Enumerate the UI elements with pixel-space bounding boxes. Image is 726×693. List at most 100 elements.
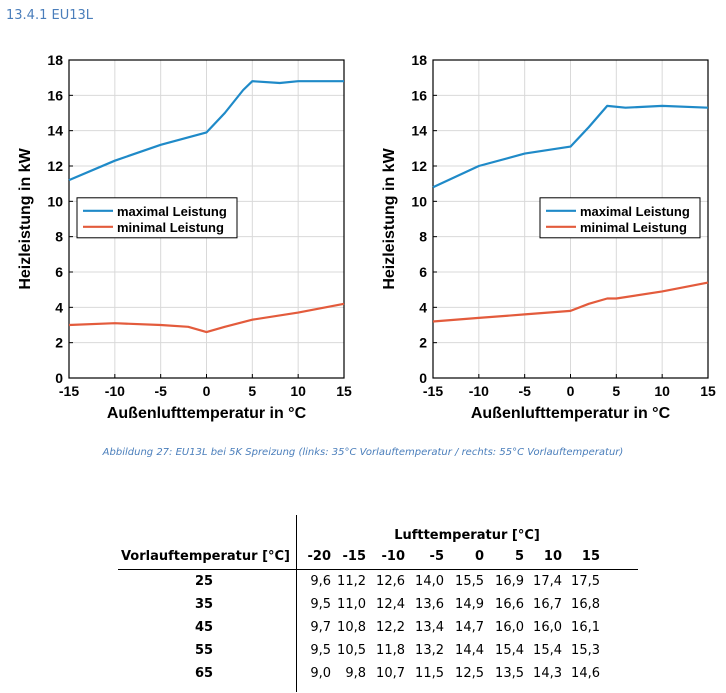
chart-0-ytick-label: 4: [55, 299, 63, 315]
chart-1-xtick-label: 5: [612, 383, 620, 399]
table-cell: 15,5: [455, 574, 484, 589]
table-column-header: 15: [581, 549, 600, 564]
table-header-row: Vorlauftemperatur [°C] -20 -15 -10 -5 0 5 10 15: [118, 547, 638, 570]
chart-0-series-line-min: [68, 302, 345, 334]
chart-1-xtick-label: -10: [469, 383, 489, 399]
table-cell: 16,1: [571, 620, 600, 635]
table-super-header: Lufttemperatur [°C]: [394, 528, 540, 543]
chart-1-xtick-label: 10: [654, 383, 670, 399]
table-column-header: -15: [342, 549, 367, 564]
table-cell: 14,3: [533, 666, 562, 681]
chart-1-x-axis-label: Außenlufttemperatur in °C: [471, 405, 671, 422]
table-row: 45 9,7 10,8 12,2 13,4 14,7 16,0 16,0 16,1: [118, 620, 638, 642]
table-cell: 9,8: [345, 666, 366, 681]
table-cell: 13,6: [415, 597, 444, 612]
table-cell: 11,2: [337, 574, 366, 589]
table-row: 35 9,5 11,0 12,4 13,6 14,9 16,6 16,7 16,8: [118, 597, 638, 619]
table-cell: 10,8: [337, 620, 366, 635]
chart-0-xtick-label: -5: [154, 383, 167, 399]
table-cell: 13,2: [415, 643, 444, 658]
chart-left: 0 2 4 6 8 10 12 14 16 18 -15 -10 -5 0 5 10 15 Außenluftte…: [14, 48, 364, 438]
chart-0-xtick-label: 5: [248, 383, 256, 399]
chart-0-xtick-label: -10: [105, 383, 125, 399]
chart-0-ytick-label: 16: [47, 87, 63, 103]
table-cell: 9,7: [310, 620, 331, 635]
table-cell: 10,5: [337, 643, 366, 658]
chart-1-series-line-min: [432, 281, 709, 323]
chart-0-xtick-label: 15: [336, 383, 352, 399]
table-row-label: 45: [194, 620, 214, 635]
table-cell: 15,4: [533, 643, 562, 658]
chart-1-ytick-label: 16: [411, 87, 427, 103]
table-cell: 12,2: [376, 620, 405, 635]
chart-1-ytick-label: 12: [411, 158, 427, 174]
table-column-header: -20: [307, 549, 332, 564]
table-column-header: 0: [474, 549, 484, 564]
table-cell: 14,6: [571, 666, 600, 681]
chart-1-ytick-label: 8: [419, 229, 427, 245]
chart-left-svg: 0 2 4 6 8 10 12 14 16 18 -15 -10 -5 0 5 10 15 Außenluftte…: [17, 52, 352, 422]
chart-1-xtick-label: -5: [518, 383, 531, 399]
chart-0-ytick-label: 18: [47, 52, 63, 68]
table-row-label: 65: [194, 666, 214, 681]
table-column-header: 5: [514, 549, 524, 564]
table-cell: 12,4: [376, 597, 405, 612]
table-cell: 17,4: [533, 574, 562, 589]
chart-1-xtick-label: 15: [700, 383, 716, 399]
chart-0-ytick-label: 2: [55, 335, 63, 351]
table-cell: 14,7: [455, 620, 484, 635]
chart-1-xtick-label: -15: [423, 383, 443, 399]
table-cell: 12,6: [376, 574, 405, 589]
table-cell: 14,4: [455, 643, 484, 658]
table-row-label: 55: [194, 643, 214, 658]
table-row-label: 25: [194, 574, 214, 589]
figure-caption: Abbildung 27: EU13L bei 5K Spreizung (li…: [102, 447, 624, 458]
chart-1-legend-label: maximal Leistung: [580, 204, 690, 219]
chart-0-x-axis-label: Außenlufttemperatur in °C: [107, 405, 307, 422]
table-cell: 13,4: [415, 620, 444, 635]
table-cell: 16,9: [495, 574, 524, 589]
table-cell: 9,6: [310, 574, 331, 589]
chart-1-ytick-label: 2: [419, 335, 427, 351]
chart-0-xtick-label: -15: [59, 383, 79, 399]
table-cell: 9,5: [310, 597, 331, 612]
table-cell: 13,5: [495, 666, 524, 681]
chart-0-ytick-label: 12: [47, 158, 63, 174]
table-cell: 10,7: [376, 666, 405, 681]
table-cell: 16,0: [495, 620, 524, 635]
chart-0-series-line-max: [68, 80, 344, 182]
section-heading: 13.4.1 EU13L: [6, 8, 93, 23]
chart-0-ytick-label: 0: [55, 370, 63, 386]
chart-0-legend-label: maximal Leistung: [117, 204, 227, 219]
table-cell: 16,0: [533, 620, 562, 635]
chart-1-ytick-label: 0: [419, 370, 427, 386]
table-cell: 15,3: [571, 643, 600, 658]
chart-0-legend-box: [76, 197, 238, 239]
table-cell: 15,4: [495, 643, 524, 658]
table-cell: 16,8: [571, 597, 600, 612]
table-cell: 16,6: [495, 597, 524, 612]
table-cell: 12,5: [455, 666, 484, 681]
table-column-header: 10: [543, 549, 562, 564]
chart-right-svg: 0 2 4 6 8 10 12 14 16 18 -15 -10 -5 0 5 10 15 Außenluftte…: [381, 52, 716, 422]
chart-0-ytick-label: 14: [47, 123, 63, 139]
chart-1-y-axis-label: Heizleistung in kW: [381, 147, 398, 289]
chart-1-ytick-label: 18: [411, 52, 427, 68]
table-cell: 14,9: [455, 597, 484, 612]
chart-1-legend-label: minimal Leistung: [580, 220, 687, 235]
chart-1-legend-box: [539, 197, 701, 239]
table-cell: 9,0: [310, 666, 331, 681]
table-column-header: -5: [429, 549, 444, 564]
chart-1-ytick-label: 4: [419, 299, 427, 315]
chart-right: 0 2 4 6 8 10 12 14 16 18 -15 -10 -5 0 5 10 15 Außenluftte…: [378, 48, 726, 438]
table-divider: [296, 515, 297, 692]
table-cell: 16,7: [533, 597, 562, 612]
table-cell: 11,8: [376, 643, 405, 658]
table-row: 25 9,6 11,2 12,6 14,0 15,5 16,9 17,4 17,5: [118, 574, 638, 596]
chart-0-legend-label: minimal Leistung: [117, 220, 224, 235]
chart-0-xtick-label: 0: [203, 383, 211, 399]
chart-0-ytick-label: 6: [55, 264, 63, 280]
table-cell: 11,0: [337, 597, 366, 612]
